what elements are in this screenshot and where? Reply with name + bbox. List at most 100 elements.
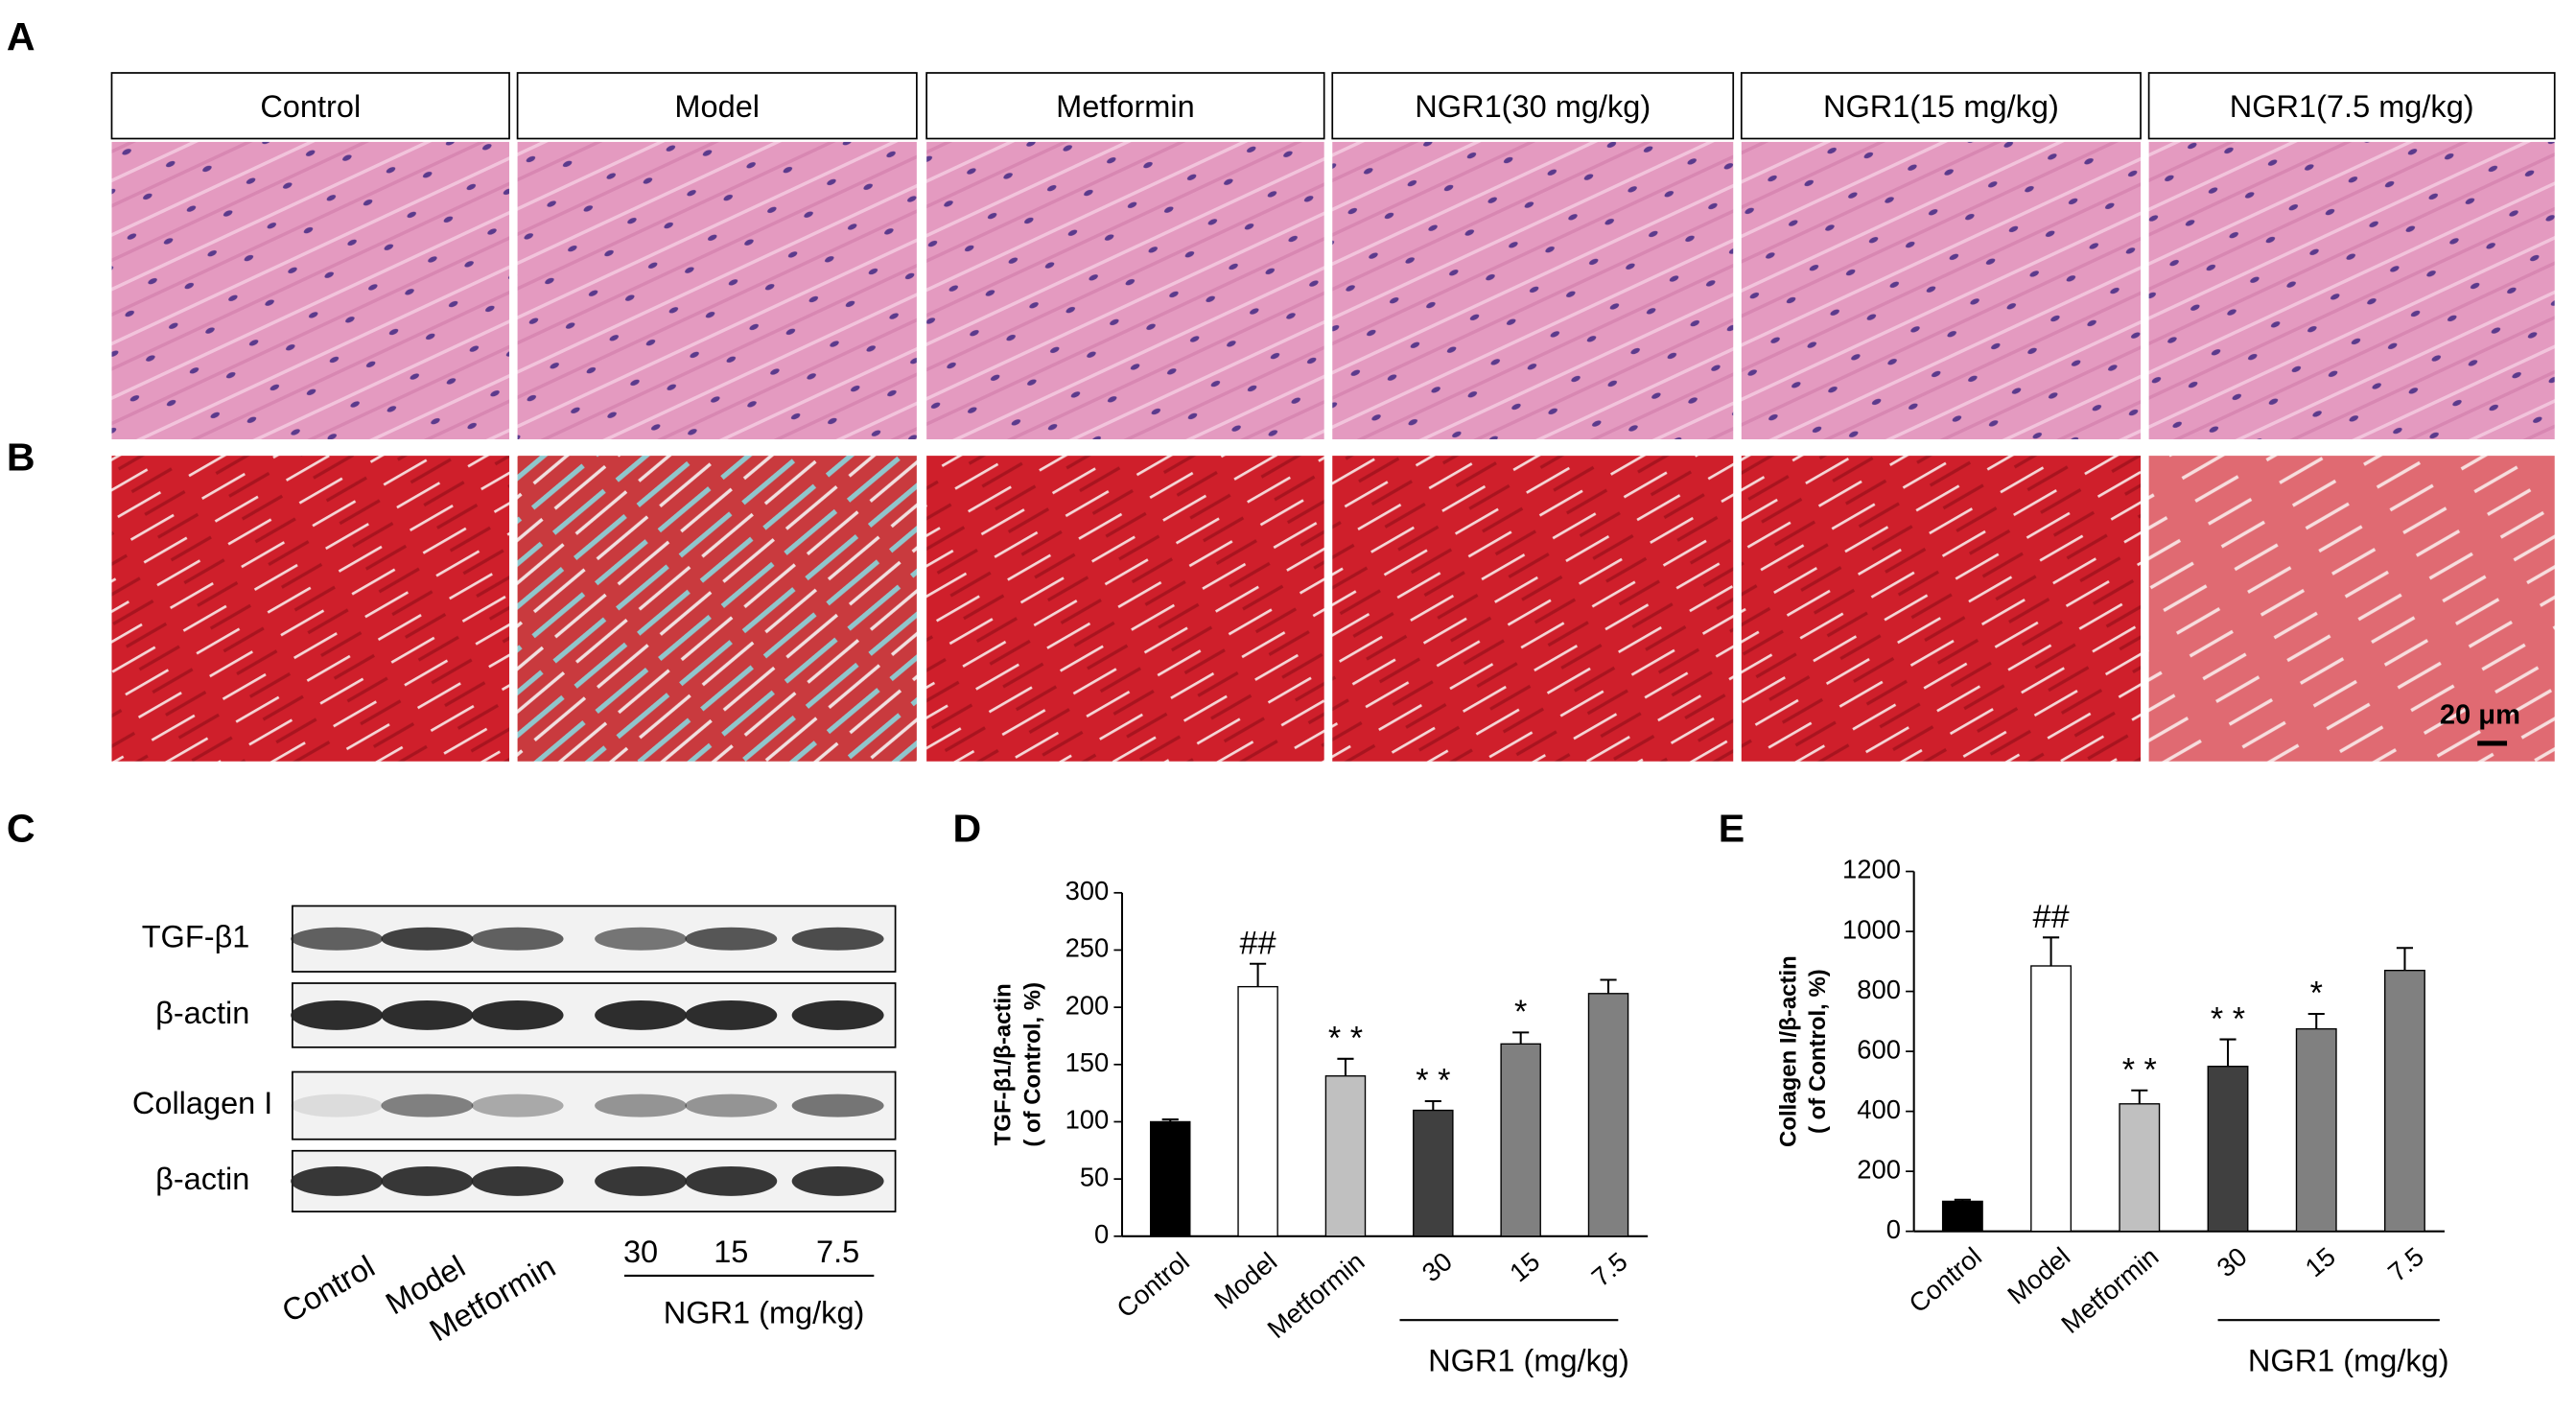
blot-band (685, 1094, 778, 1117)
x-tick-label: 30 (2211, 1241, 2252, 1282)
scale-bar-label: 20 μm (2440, 699, 2520, 730)
bar (1324, 1075, 1367, 1237)
significance-label: * (1514, 994, 1527, 1030)
group-label: NGR1 (mg/kg) (2248, 1343, 2449, 1377)
bar (2384, 969, 2425, 1233)
he-micrograph (517, 141, 917, 439)
y-tick-label: 100 (1066, 1105, 1110, 1135)
blot-band (291, 999, 384, 1030)
bar (1149, 1120, 1191, 1237)
x-tick-label: Control (1111, 1246, 1195, 1324)
y-tick-label: 200 (1857, 1154, 1901, 1184)
he-micrograph (111, 141, 510, 439)
y-axis-label: ( of Control, %) (1019, 982, 1045, 1147)
group-header-box (516, 72, 918, 140)
x-tick-label: Model (1208, 1246, 1282, 1315)
blot-band (381, 999, 474, 1030)
group-header: NGR1(15 mg/kg) (1823, 89, 2059, 124)
group-header: NGR1(7.5 mg/kg) (2230, 89, 2474, 124)
bar (2207, 1066, 2249, 1233)
y-tick-label: 50 (1080, 1162, 1109, 1191)
x-tick-label: 30 (1417, 1246, 1458, 1287)
blot-band (381, 1094, 474, 1117)
he-micrograph (2148, 141, 2555, 439)
panel-label: C (7, 807, 35, 851)
blot-band (685, 927, 778, 951)
group-header: Metformin (1056, 89, 1195, 124)
he-micrograph (1741, 141, 2142, 439)
he-micrograph (926, 141, 1324, 439)
masson-micrograph (517, 456, 917, 762)
blot-band (381, 927, 474, 951)
y-axis-label: ( of Control, %) (1805, 969, 1831, 1134)
y-tick-label: 200 (1066, 990, 1110, 1020)
masson-micrograph (926, 456, 1324, 762)
masson-micrograph (2148, 456, 2555, 762)
bar (1237, 985, 1278, 1237)
significance-label: * * (1328, 1021, 1363, 1057)
blot-band (381, 1165, 474, 1196)
group-header-box (1331, 72, 1735, 140)
he-micrograph (1332, 141, 1734, 439)
group-header: Model (674, 89, 760, 124)
x-tick-label: Metformin (1261, 1246, 1370, 1344)
significance-label: * (2310, 976, 2323, 1012)
blot-band (471, 1165, 564, 1196)
blot-group-label: NGR1 (mg/kg) (664, 1296, 865, 1330)
y-axis-label: TGF-β1/β-actin (991, 983, 1017, 1145)
bar (2030, 965, 2073, 1233)
blot-band (595, 1094, 688, 1117)
blot-band (595, 999, 688, 1030)
x-tick-label: 15 (1504, 1246, 1545, 1287)
x-tick-label: 15 (2300, 1241, 2341, 1282)
significance-label: * * (2211, 1000, 2245, 1037)
group-header-box (2147, 72, 2556, 140)
blot-band (791, 1165, 884, 1196)
blot-band (471, 999, 564, 1030)
blot-row-label: β-actin (155, 996, 249, 1030)
x-tick-label: Metformin (2055, 1241, 2164, 1339)
bar (2119, 1103, 2161, 1233)
blot-lane-label: Control (276, 1249, 381, 1329)
significance-label: * * (2122, 1051, 2157, 1088)
bar (2295, 1027, 2337, 1233)
blot-band (471, 927, 564, 951)
blot-band (595, 1165, 688, 1196)
blot-row-label: Collagen I (132, 1086, 273, 1120)
group-header-box (110, 72, 510, 140)
blot-band (291, 927, 384, 951)
blot-row-label: TGF-β1 (142, 919, 250, 953)
panel-label: E (1719, 807, 1745, 851)
significance-label: ## (2033, 899, 2070, 935)
blot-row-label: β-actin (155, 1162, 249, 1196)
blot-band (791, 927, 884, 951)
blot-band (291, 1094, 384, 1117)
group-header: NGR1(30 mg/kg) (1415, 89, 1651, 124)
y-tick-label: 0 (1094, 1219, 1109, 1249)
y-axis-label: Collagen I/β-actin (1775, 955, 1801, 1147)
bar (1500, 1043, 1541, 1237)
y-tick-label: 400 (1857, 1094, 1901, 1124)
group-label: NGR1 (mg/kg) (1428, 1343, 1629, 1377)
group-header-box (925, 72, 1325, 140)
group-header-box (1740, 72, 2142, 140)
significance-label: * * (1416, 1063, 1450, 1099)
blot-band (595, 927, 688, 951)
blot-band (685, 1165, 778, 1196)
x-tick-label: 7.5 (1586, 1246, 1633, 1292)
blot-band (685, 999, 778, 1030)
bar (1941, 1200, 1983, 1233)
x-tick-label: Control (1903, 1241, 1987, 1319)
y-tick-label: 600 (1857, 1034, 1901, 1064)
y-tick-label: 1200 (1842, 855, 1901, 884)
y-tick-label: 800 (1857, 975, 1901, 1004)
blot-lane-label: 7.5 (816, 1235, 859, 1269)
blot-lane-label: 30 (623, 1235, 658, 1269)
blot-band (291, 1165, 384, 1196)
panel-label: B (7, 435, 35, 480)
panel-label: D (953, 807, 982, 851)
y-tick-label: 150 (1066, 1047, 1110, 1077)
group-header: Control (260, 89, 361, 124)
masson-micrograph (111, 456, 510, 762)
